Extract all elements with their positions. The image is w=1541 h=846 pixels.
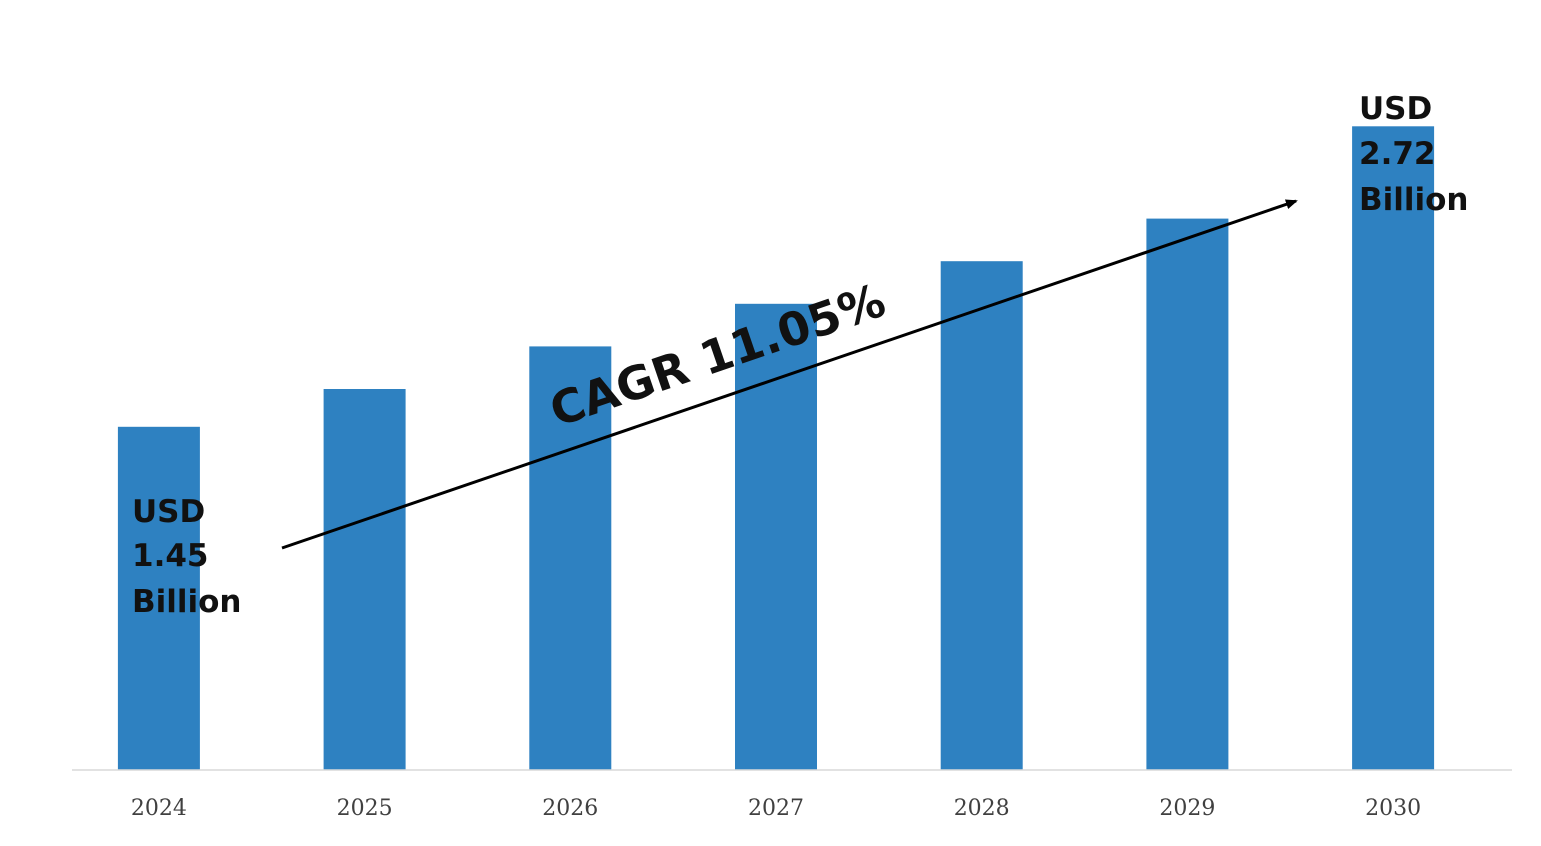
x-tick-label-2029: 2029 [1159,796,1215,821]
end-value-amount: 2.72 [1359,136,1436,172]
x-tick-label-2024: 2024 [131,796,187,821]
x-tick-label-2025: 2025 [337,796,393,821]
start-value-unit: Billion [132,584,242,620]
start-value-amount: 1.45 [132,538,209,574]
bar-2030 [1352,126,1435,771]
x-tick-label-2026: 2026 [542,796,598,821]
bar-2026 [529,346,612,770]
bar-2028 [940,261,1023,770]
cagr-arrow [281,199,1298,550]
bar-2025 [323,389,406,770]
x-axis-ticks: 2024 2025 2026 2027 2028 2029 2030 [131,796,1421,821]
bar-2029 [1146,218,1229,771]
end-value-unit: Billion [1359,182,1469,218]
start-value-currency: USD [132,494,205,530]
x-tick-label-2030: 2030 [1365,796,1421,821]
bar-2024 [117,426,200,770]
bar-2027 [735,303,817,770]
end-value-currency: USD [1359,91,1432,127]
start-value-label: USD 1.45 Billion [132,494,242,620]
x-tick-label-2027: 2027 [748,796,804,821]
x-tick-label-2028: 2028 [954,796,1010,821]
bars-group [117,126,1435,771]
end-value-label: USD 2.72 Billion [1359,91,1469,218]
